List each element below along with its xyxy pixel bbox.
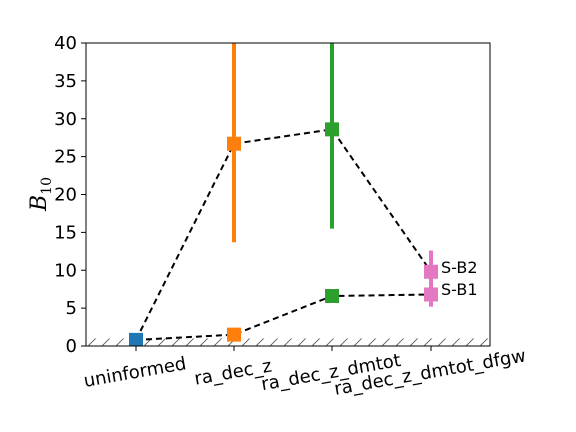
y-tick-label: 10	[54, 260, 77, 281]
x-tick-label: uninformed	[82, 353, 188, 392]
y-tick-label: 40	[54, 33, 77, 54]
data-point	[227, 327, 241, 342]
y-axis-label-subscript: 10	[39, 177, 55, 195]
y-axis-label-main: B	[27, 195, 52, 212]
annotations: S-B2 S-B1	[441, 258, 478, 299]
hatched-region	[86, 338, 490, 346]
y-tick-label: 35	[54, 71, 77, 92]
data-point	[129, 332, 143, 346]
y-tick-label: 5	[66, 298, 77, 319]
y-tick-label: 0	[66, 336, 77, 357]
x-axis: uninformed ra_dec_zra_dec_z_dmtotra_dec_z…	[82, 345, 527, 399]
y-axis: 0 5 10 15 20 25 30 35 40	[54, 33, 86, 357]
y-tick-label: 25	[54, 147, 77, 168]
data-point	[424, 264, 438, 279]
plot-area	[129, 43, 438, 346]
data-point	[325, 122, 339, 137]
data-point	[325, 289, 339, 304]
data-point	[227, 136, 241, 151]
y-tick-label: 15	[54, 222, 77, 243]
data-point	[424, 287, 438, 302]
series-line	[135, 293, 432, 341]
y-axis-label: B10	[27, 177, 55, 212]
series-line	[135, 128, 432, 341]
y-tick-label: 20	[54, 185, 77, 206]
annotation-label: S-B1	[441, 280, 478, 299]
annotation-label: S-B2	[441, 258, 478, 277]
y-tick-label: 30	[54, 109, 77, 130]
